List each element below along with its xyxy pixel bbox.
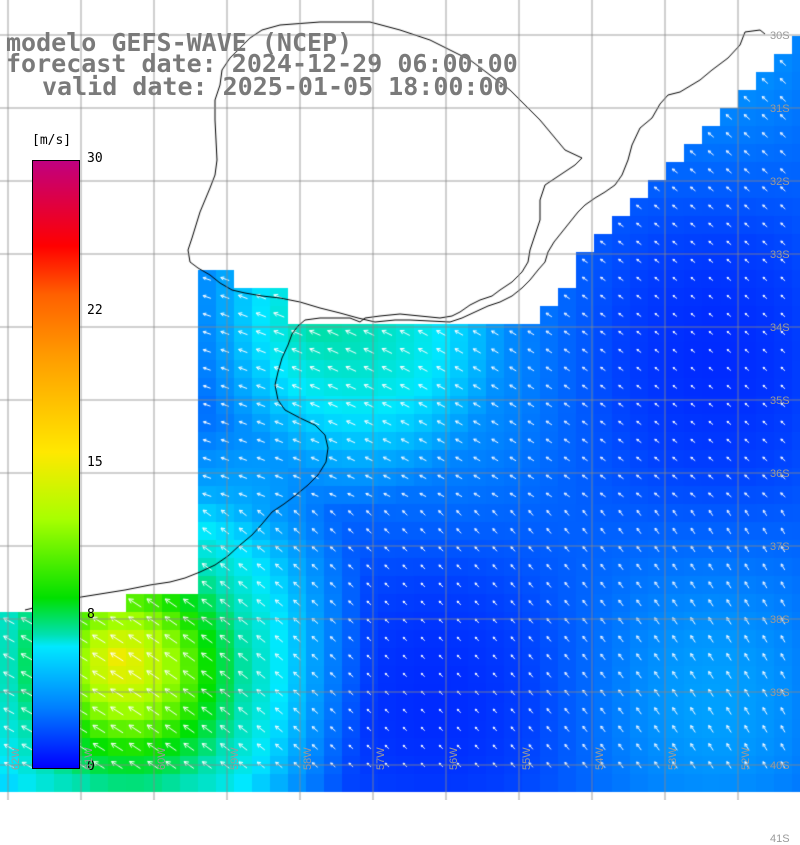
latitude-label: 41S <box>770 833 790 845</box>
latitude-label: 35S <box>770 395 790 407</box>
latitude-label: 30S <box>770 30 790 42</box>
longitude-label: 55W <box>521 747 533 770</box>
colorbar-tick-0: 0 <box>87 759 95 774</box>
forecast-date: forecast date: 2024-12-29 06:00:00 <box>6 49 518 78</box>
longitude-label: 62W <box>10 747 22 770</box>
latitude-label: 31S <box>770 103 790 115</box>
latitude-label: 39S <box>770 687 790 699</box>
longitude-label: 60W <box>156 747 168 770</box>
latitude-label: 36S <box>770 468 790 480</box>
model-title: modelo GEFS-WAVE (NCEP) <box>6 28 353 57</box>
colorbar-tick-30: 30 <box>87 151 103 166</box>
valid-date: valid date: 2025-01-05 18:00:00 <box>42 72 509 101</box>
longitude-label: 52W <box>740 747 752 770</box>
latitude-label: 34S <box>770 322 790 334</box>
longitude-label: 58W <box>302 747 314 770</box>
colorbar-unit-label: [m/s] <box>32 133 72 148</box>
colorbar-tick-8: 8 <box>87 607 95 622</box>
longitude-label: 53W <box>667 747 679 770</box>
latitude-label: 33S <box>770 249 790 261</box>
latitude-label: 38S <box>770 614 790 626</box>
longitude-label: 56W <box>448 747 460 770</box>
longitude-label: 61W <box>83 747 95 770</box>
latitude-label: 32S <box>770 176 790 188</box>
longitude-label: 57W <box>375 747 387 770</box>
latitude-label: 37S <box>770 541 790 553</box>
colorbar-tick-22: 22 <box>87 303 103 318</box>
colorbar-tick-15: 15 <box>87 455 103 470</box>
latitude-label: 40S <box>770 760 790 772</box>
wind-speed-map <box>0 0 800 800</box>
longitude-label: 54W <box>594 747 606 770</box>
longitude-label: 59W <box>229 747 241 770</box>
wind-speed-colorbar <box>32 160 80 769</box>
